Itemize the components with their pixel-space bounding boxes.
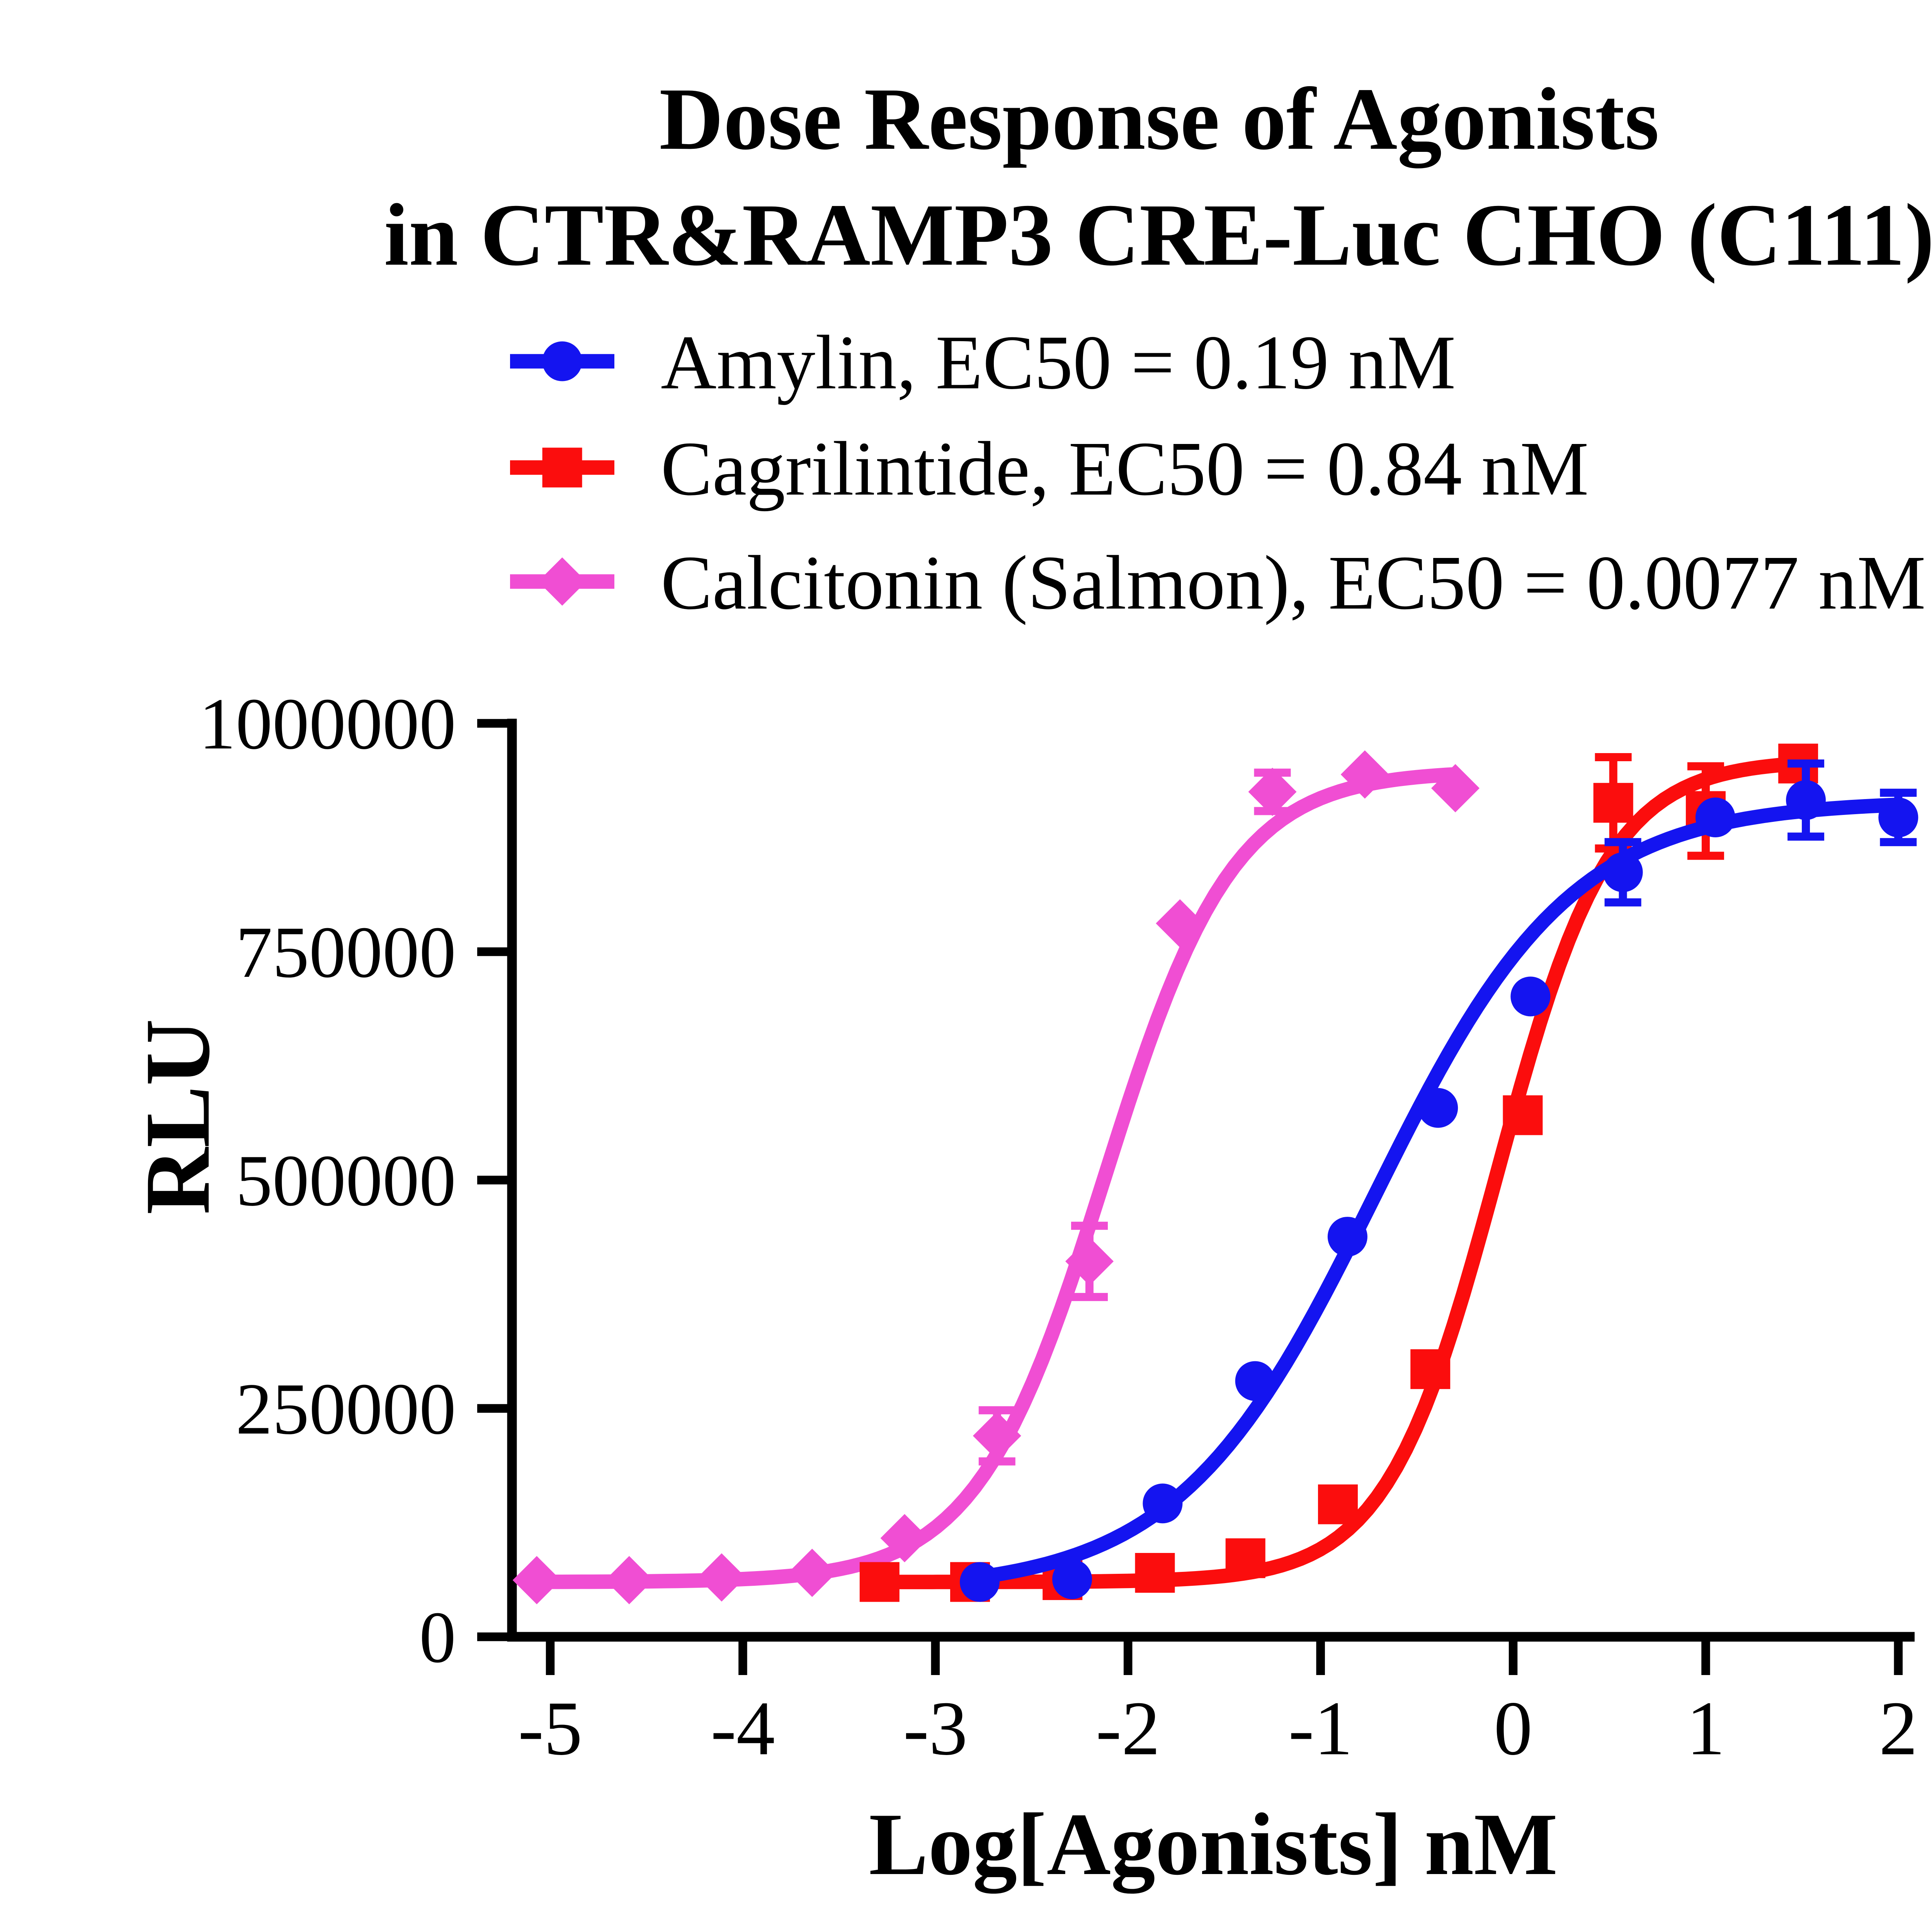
legend-label: Calcitonin (Salmon), EC50 = 0.0077 nM	[661, 540, 1926, 626]
data-point	[1135, 1553, 1175, 1593]
data-point	[1052, 1559, 1092, 1599]
y-tick-label: 500000	[236, 1140, 456, 1221]
data-point	[1786, 780, 1826, 820]
y-tick-label: 0	[419, 1597, 456, 1678]
data-point	[1603, 852, 1643, 892]
x-tick-label: -1	[1288, 1686, 1353, 1771]
data-point	[859, 1562, 900, 1602]
data-point	[880, 1514, 929, 1563]
x-tick-label: -3	[903, 1686, 968, 1771]
data-point	[1695, 797, 1735, 837]
data-point	[1248, 767, 1297, 816]
chart-title-line2: in CTR&RAMP3 CRE-Luc CHO (C111)	[384, 185, 1932, 284]
data-point	[1318, 1484, 1358, 1524]
data-point	[605, 1556, 653, 1604]
data-point	[959, 1562, 1000, 1602]
legend-label: Amylin, EC50 = 0.19 nM	[661, 320, 1456, 405]
y-tick-label: 1000000	[199, 684, 456, 765]
x-tick-label: 2	[1879, 1686, 1918, 1771]
plot-area	[512, 743, 1918, 1604]
legend-marker-square-icon	[542, 447, 582, 488]
y-tick-label: 250000	[236, 1369, 456, 1450]
data-point	[973, 1412, 1021, 1460]
x-axis-title: Log[Agonists] nM	[869, 1795, 1558, 1894]
legend-item-calcitonin-salmon-: Calcitonin (Salmon), EC50 = 0.0077 nM	[510, 540, 1926, 626]
data-point	[697, 1553, 746, 1602]
data-point	[1418, 1088, 1458, 1128]
fit-curve	[972, 798, 1906, 1585]
data-point	[1340, 750, 1389, 799]
data-point	[1156, 899, 1204, 948]
data-point	[1235, 1361, 1275, 1401]
legend-marker-diamond-icon	[538, 557, 587, 606]
series-calcitonin-salmon-	[512, 750, 1480, 1604]
data-point	[1510, 976, 1551, 1017]
data-point	[1225, 1538, 1265, 1578]
data-point	[1503, 1095, 1543, 1135]
axes: 0 250000 500000 750000 1000000 -5 -4 -3 -2 -1 0 1 2	[199, 684, 1918, 1771]
data-point	[1410, 1349, 1451, 1389]
x-tick-label: 0	[1494, 1686, 1532, 1771]
legend-item-amylin: Amylin, EC50 = 0.19 nM	[510, 320, 1456, 405]
fit-curve	[872, 756, 1806, 1589]
data-point	[1593, 783, 1633, 823]
data-point	[1065, 1237, 1114, 1286]
y-tick-label: 750000	[236, 912, 456, 993]
data-point	[1878, 797, 1918, 837]
x-tick-label: -2	[1096, 1686, 1160, 1771]
y-axis-title: RLU	[126, 1019, 229, 1215]
data-point	[1431, 764, 1480, 813]
legend-item-cagrilintide: Cagrilintide, EC50 = 0.84 nM	[510, 426, 1589, 512]
x-tick-label: -4	[711, 1686, 775, 1771]
legend-label: Cagrilintide, EC50 = 0.84 nM	[661, 426, 1589, 512]
chart-title-line1: Dose Response of Agonists	[659, 70, 1659, 168]
x-tick-label: 1	[1686, 1686, 1725, 1771]
series-amylin	[959, 759, 1918, 1602]
y-axis-ticks: 0 250000 500000 750000 1000000	[199, 684, 512, 1678]
legend-marker-circle-icon	[542, 341, 582, 381]
data-point	[788, 1549, 837, 1597]
data-point	[1143, 1483, 1183, 1524]
data-point	[1327, 1217, 1367, 1257]
x-tick-label: -5	[518, 1686, 583, 1771]
legend: Amylin, EC50 = 0.19 nM Cagrilintide, EC50…	[510, 320, 1926, 626]
x-axis-ticks: -5 -4 -3 -2 -1 0 1 2	[518, 1641, 1918, 1771]
data-point	[512, 1556, 561, 1604]
